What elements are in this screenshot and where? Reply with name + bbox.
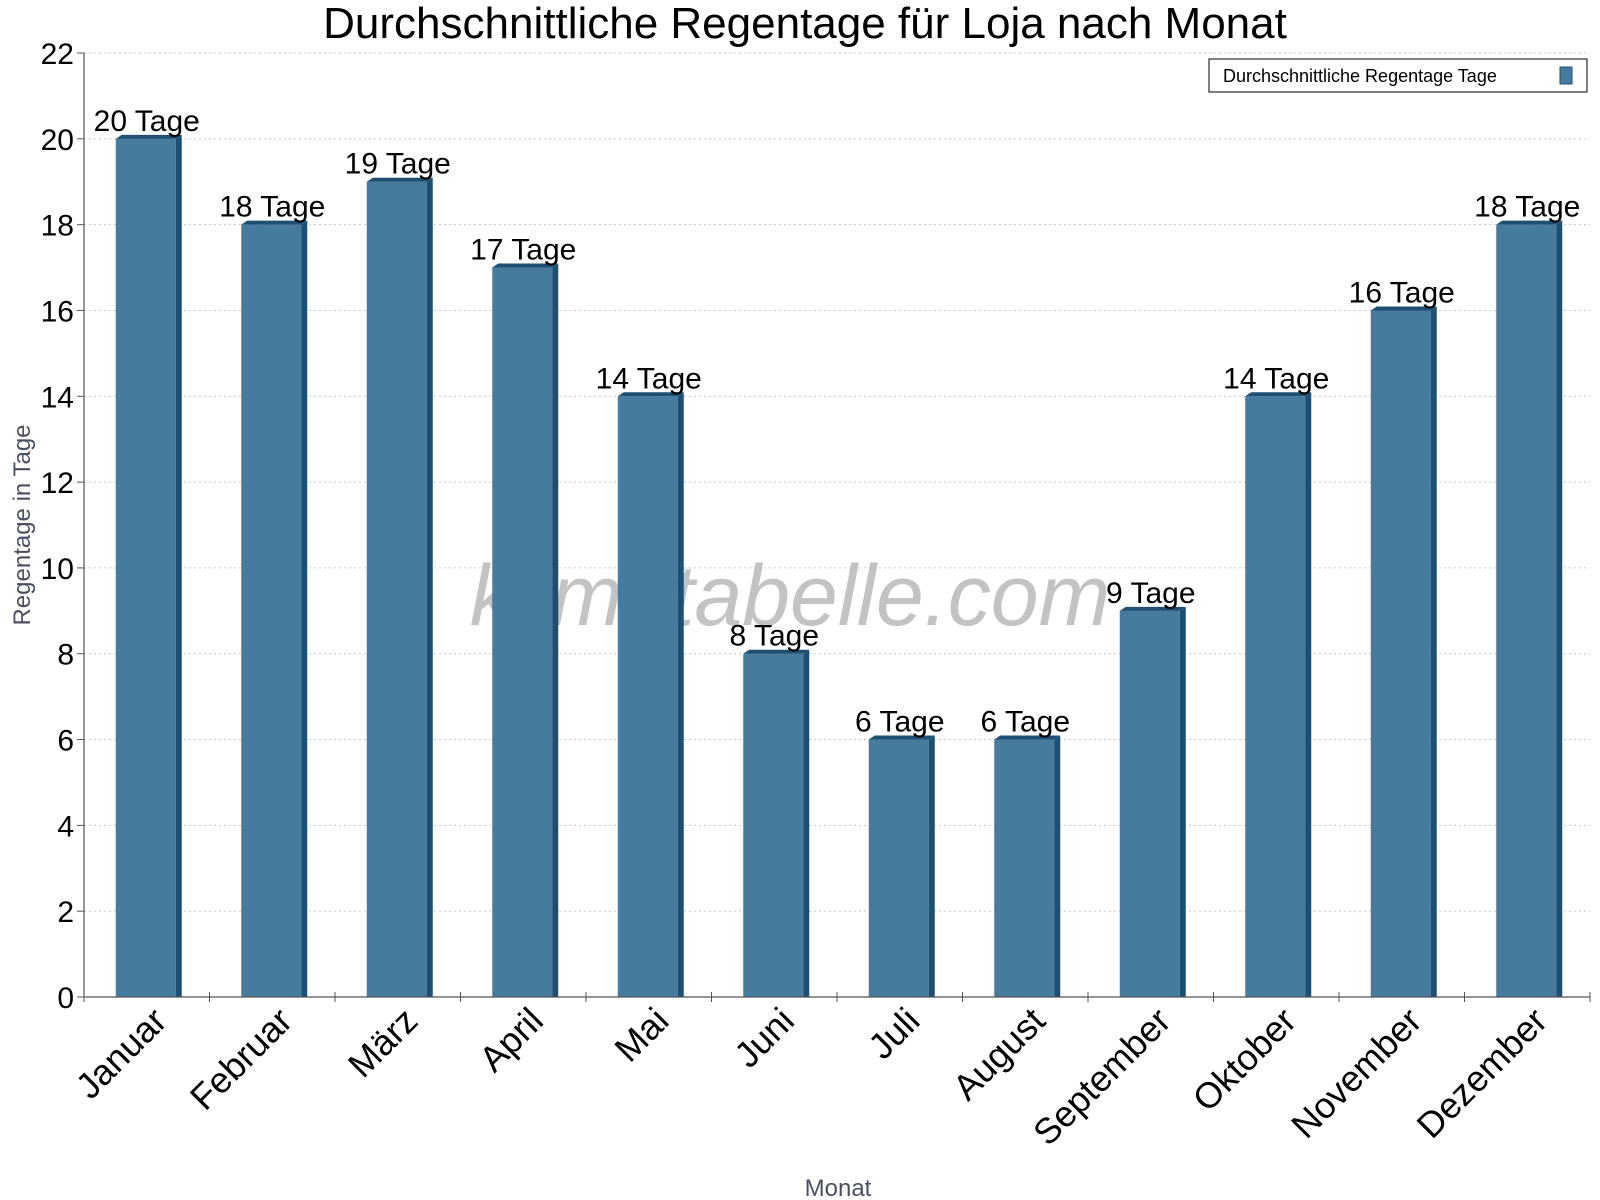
data-label: 8 Tage — [729, 620, 819, 653]
bar-face — [492, 267, 553, 998]
bar — [868, 735, 935, 997]
bar-top — [1496, 220, 1563, 225]
bar-side — [1430, 306, 1437, 997]
grid-lines — [84, 52, 1590, 912]
x-tick-label: Juli — [860, 1000, 927, 1067]
bar — [994, 735, 1061, 997]
bar — [617, 392, 684, 998]
bar-face — [743, 653, 804, 997]
data-label: 6 Tage — [855, 706, 945, 739]
y-tick-label: 16 — [41, 295, 74, 328]
bar-face — [868, 739, 929, 997]
y-tick-label: 8 — [57, 639, 74, 672]
bar-top — [994, 735, 1061, 740]
data-label: 16 Tage — [1349, 276, 1455, 309]
x-tick-label: März — [340, 1000, 426, 1086]
x-tick-label: April — [471, 1000, 551, 1080]
bar-side — [803, 649, 810, 997]
y-tick-label: 18 — [41, 210, 74, 243]
bar — [1245, 392, 1312, 998]
x-tick-label: Januar — [68, 1000, 175, 1107]
bar-face — [241, 224, 302, 998]
legend-box — [1208, 58, 1588, 93]
y-tick-label: 20 — [41, 124, 74, 157]
bars — [115, 134, 1563, 998]
x-axis-title: Monat — [805, 1175, 872, 1200]
bar-side — [1556, 220, 1563, 998]
legend-label: Durchschnittliche Regentage Tage — [1223, 66, 1497, 86]
x-tick-label: Mai — [606, 1000, 676, 1070]
data-label: 18 Tage — [219, 191, 325, 224]
data-label: 18 Tage — [1474, 191, 1580, 224]
y-tick-label: 22 — [41, 38, 74, 71]
data-label: 14 Tage — [1223, 362, 1329, 395]
x-tick-label: September — [1025, 1000, 1179, 1154]
bar — [1119, 606, 1186, 997]
bar-face — [115, 138, 176, 997]
bar — [1370, 306, 1437, 997]
legend: Durchschnittliche Regentage Tage — [1208, 58, 1588, 93]
bar-side — [677, 392, 684, 998]
data-label: 14 Tage — [596, 362, 702, 395]
watermark: klimatabelle.com — [470, 548, 1110, 644]
bar-top — [1370, 306, 1437, 311]
bar-side — [175, 134, 182, 997]
chart-title: Durchschnittliche Regentage für Loja nac… — [323, 0, 1287, 48]
y-tick-label: 10 — [41, 553, 74, 586]
bar-side — [426, 177, 433, 997]
y-tick-label: 4 — [57, 810, 74, 843]
data-label: 19 Tage — [345, 148, 451, 181]
x-tick-label: Juni — [726, 1000, 802, 1076]
bar-top — [743, 649, 810, 654]
y-tick-label: 12 — [41, 467, 74, 500]
bar-top — [115, 134, 182, 139]
data-label: 20 Tage — [94, 105, 200, 138]
bar — [115, 134, 182, 997]
bar — [492, 263, 559, 998]
data-label: 6 Tage — [980, 706, 1070, 739]
y-tick-label: 0 — [57, 982, 74, 1015]
bar-face — [366, 181, 427, 997]
legend-swatch — [1559, 66, 1573, 85]
bar-face — [1496, 224, 1557, 998]
x-tick-label: Oktober — [1184, 1000, 1304, 1120]
bar-face — [1119, 610, 1180, 997]
bar — [366, 177, 433, 997]
data-label: 17 Tage — [470, 234, 576, 267]
x-tick-label: November — [1283, 1000, 1429, 1146]
bar-side — [552, 263, 559, 998]
bar-top — [492, 263, 559, 268]
x-tick-label: Februar — [182, 1000, 300, 1118]
y-tick-label: 6 — [57, 725, 74, 758]
x-tick-label: August — [945, 1000, 1053, 1108]
bar-top — [617, 392, 684, 397]
bar-top — [1119, 606, 1186, 611]
y-axis-title: Regentage in Tage — [9, 424, 36, 625]
bar-face — [994, 739, 1055, 997]
bar-top — [1245, 392, 1312, 397]
bar-face — [617, 396, 678, 998]
bar-face — [1245, 396, 1306, 998]
x-tick-label: Dezember — [1408, 1000, 1554, 1146]
bar — [743, 649, 810, 997]
bar-top — [366, 177, 433, 182]
data-label: 9 Tage — [1106, 577, 1196, 610]
bar-side — [1305, 392, 1312, 998]
bar — [241, 220, 308, 998]
bar-side — [928, 735, 935, 997]
data-labels: 20 Tage 18 Tage 19 Tage 17 Tage 14 Tage 8 Tag… — [94, 105, 1581, 739]
bar-top — [241, 220, 308, 225]
y-tick-label: 2 — [57, 896, 74, 929]
bar-side — [1054, 735, 1061, 997]
y-tick-label: 14 — [41, 381, 74, 414]
bar-top — [868, 735, 935, 740]
bar-face — [1370, 310, 1431, 997]
bar-side — [1179, 606, 1186, 997]
bar — [1496, 220, 1563, 998]
bar-side — [301, 220, 308, 998]
